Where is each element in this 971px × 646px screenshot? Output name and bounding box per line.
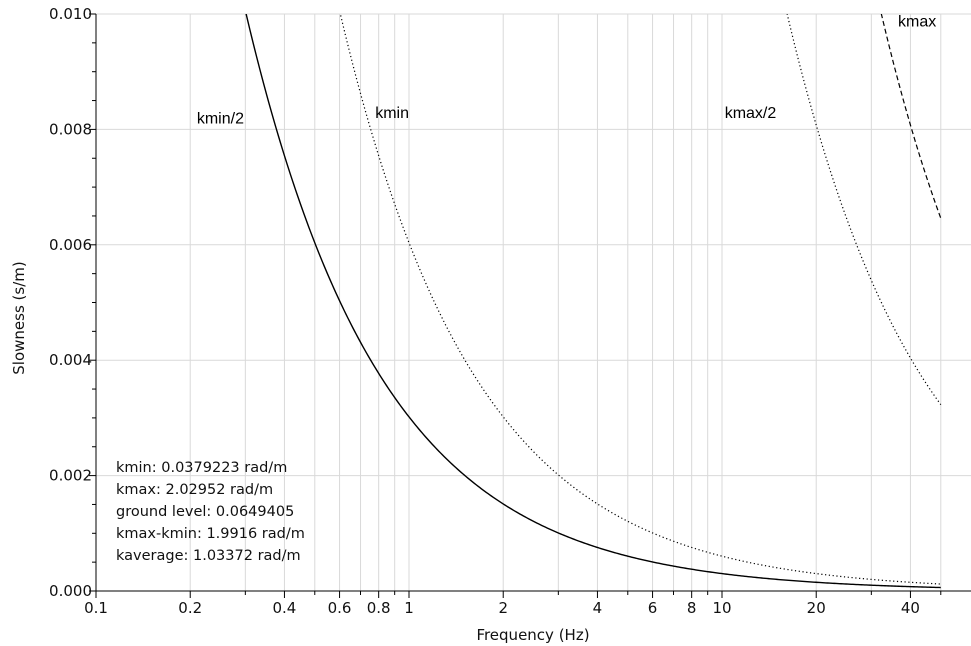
info-annotations: kmin: 0.0379223 rad/m kmax: 2.02952 rad/m…: [116, 460, 305, 564]
x-tick-label: 1: [404, 599, 414, 617]
info-line: ground level: 0.0649405: [116, 504, 294, 520]
x-tick-label: 0.8: [367, 599, 391, 617]
y-tick-label: 0.002: [49, 467, 92, 485]
x-tick-label: 20: [807, 599, 826, 617]
y-tick-label: 0.004: [49, 351, 92, 369]
x-tick-label: 6: [648, 599, 658, 617]
y-tick-label: 0.000: [49, 582, 92, 600]
info-line: kmin: 0.0379223 rad/m: [116, 460, 287, 476]
x-axis-title: Frequency (Hz): [476, 626, 589, 644]
info-line: kaverage: 1.03372 rad/m: [116, 548, 301, 564]
x-tick-label: 8: [687, 599, 697, 617]
x-tick-label: 40: [901, 599, 920, 617]
x-tick-label: 10: [712, 599, 731, 617]
y-tick-label: 0.008: [49, 120, 92, 138]
x-tick-label: 4: [593, 599, 603, 617]
curve-label-kmax: kmax: [898, 14, 936, 31]
ticks: 0.1 0.2 0.4 0.6 0.8 1 2 4 6 8 10 20 40 0.000 0.002 0.00…: [49, 5, 942, 617]
curve-labels: kmin/2 kmin kmax/2 kmax: [197, 14, 936, 128]
curve-label-kmax-half2: kmax/2: [725, 105, 777, 122]
y-tick-label: 0.010: [49, 5, 92, 23]
curve-label-kmin: kmin: [375, 105, 409, 122]
x-tick-label: 0.6: [328, 599, 352, 617]
x-tick-label: 0.4: [273, 599, 297, 617]
x-tick-label: 0.2: [178, 599, 202, 617]
info-line: kmax: 2.02952 rad/m: [116, 482, 273, 498]
x-tick-label: 0.1: [84, 599, 108, 617]
y-tick-label: 0.006: [49, 236, 92, 254]
series-curve-kmin: [339, 14, 941, 585]
series-curve-kmax-half2: [786, 14, 942, 405]
x-tick-label: 2: [498, 599, 508, 617]
curves: [245, 14, 942, 589]
info-line: kmax-kmin: 1.9916 rad/m: [116, 526, 305, 542]
y-axis-title: Slowness (s/m): [10, 261, 28, 374]
grid: [95, 13, 971, 592]
curve-label-kmin-half2: kmin/2: [197, 111, 244, 128]
series-curve-kmin-half2: [245, 14, 941, 589]
